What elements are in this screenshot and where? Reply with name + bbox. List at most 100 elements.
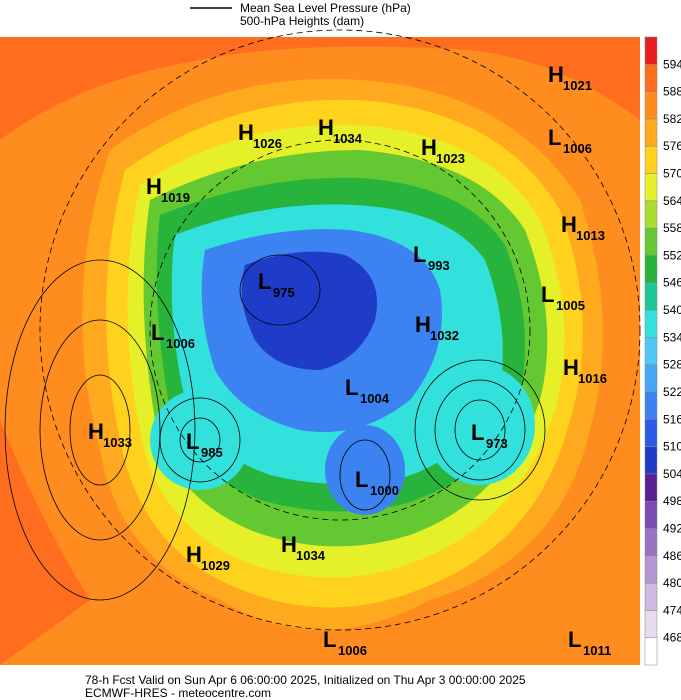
field-540 bbox=[150, 390, 250, 490]
center-pressure: 1016 bbox=[578, 371, 607, 386]
colorbar-label: 492 bbox=[663, 521, 681, 535]
center-pressure: 1000 bbox=[370, 483, 399, 498]
colorbar-box bbox=[644, 91, 658, 120]
center-pressure: 1023 bbox=[436, 151, 465, 166]
colorbar-label: 504 bbox=[663, 467, 681, 481]
center-pressure: 1034 bbox=[333, 131, 363, 146]
graticule bbox=[39, 29, 641, 631]
colorbar-box bbox=[644, 582, 658, 611]
center-letter: H bbox=[415, 312, 431, 337]
colorbar-label: 546 bbox=[663, 276, 681, 290]
center-letter: H bbox=[421, 135, 437, 160]
colorbar-label: 486 bbox=[663, 549, 681, 563]
center-letter: L bbox=[258, 269, 271, 294]
colorbar-label: 480 bbox=[663, 576, 681, 590]
center-pressure: 1033 bbox=[103, 435, 132, 450]
colorbar-box bbox=[644, 36, 658, 65]
isobar bbox=[339, 439, 391, 511]
center-letter: L bbox=[471, 420, 484, 445]
colorbar-box bbox=[644, 528, 658, 557]
field-594 bbox=[0, 420, 90, 665]
isobar bbox=[179, 417, 221, 463]
isobar bbox=[454, 399, 506, 461]
center-letter: L bbox=[323, 627, 336, 652]
center-letter: L bbox=[413, 242, 426, 267]
field-594 bbox=[0, 37, 640, 140]
center-pressure: 1021 bbox=[563, 78, 592, 93]
colorbar-label: 588 bbox=[663, 85, 681, 99]
center-pressure: 973 bbox=[486, 436, 508, 451]
center-letter: H bbox=[548, 62, 564, 87]
colorbar-box bbox=[644, 391, 658, 420]
center-letter: H bbox=[186, 542, 202, 567]
colorbar: 468 474 480 486 492 498 504 510 516 522 528 534 540 5… bbox=[644, 36, 681, 666]
colorbar-box bbox=[644, 419, 658, 447]
center-pressure: 1019 bbox=[161, 190, 190, 205]
colorbar-label: 528 bbox=[663, 358, 681, 372]
colorbar-box bbox=[644, 364, 658, 393]
colorbar-label: 516 bbox=[663, 412, 681, 426]
isobars bbox=[4, 29, 641, 631]
center-pressure: 1026 bbox=[253, 136, 282, 151]
colorbar-box bbox=[644, 446, 658, 475]
center-pressure: 1006 bbox=[166, 336, 195, 351]
center-letter: L bbox=[345, 375, 358, 400]
center-pressure: 1029 bbox=[201, 558, 230, 573]
colorbar-box bbox=[644, 473, 658, 502]
center-letter: H bbox=[563, 355, 579, 380]
center-letter: L bbox=[541, 282, 554, 307]
colorbar-label: 474 bbox=[663, 603, 681, 617]
field-510 bbox=[241, 251, 377, 370]
center-letter: H bbox=[88, 419, 104, 444]
center-pressure: 1013 bbox=[576, 228, 605, 243]
center-pressure: 985 bbox=[201, 445, 223, 460]
footer-source: ECMWF-HRES - meteocentre.com bbox=[85, 686, 271, 700]
isobar bbox=[69, 374, 131, 486]
colorbar-label: 552 bbox=[663, 248, 681, 262]
colorbar-box bbox=[644, 282, 658, 311]
colorbar-label: 564 bbox=[663, 194, 681, 208]
colorbar-box bbox=[644, 118, 658, 147]
colorbar-label: 570 bbox=[663, 167, 681, 181]
graticule bbox=[149, 139, 531, 521]
center-letter: L bbox=[355, 467, 368, 492]
isobar bbox=[414, 359, 546, 501]
center-pressure: 1006 bbox=[563, 141, 592, 156]
center-pressure: 1011 bbox=[583, 643, 611, 658]
field-540 bbox=[425, 365, 535, 485]
colorbar-box bbox=[644, 255, 658, 283]
center-letter: L bbox=[548, 125, 561, 150]
isobar bbox=[434, 379, 526, 481]
center-letter: H bbox=[146, 174, 162, 199]
center-pressure: 993 bbox=[428, 258, 450, 273]
center-pressure: 1005 bbox=[556, 298, 585, 313]
colorbar-box bbox=[644, 500, 658, 529]
center-pressure: 1034 bbox=[296, 548, 326, 563]
center-letter: L bbox=[151, 320, 164, 345]
center-pressure: 1006 bbox=[338, 643, 367, 658]
center-pressure: 1032 bbox=[430, 328, 459, 343]
center-letter: L bbox=[568, 627, 581, 652]
colorbar-label: 540 bbox=[663, 303, 681, 317]
colorbar-box bbox=[644, 173, 658, 202]
colorbar-label: 522 bbox=[663, 385, 681, 399]
colorbar-box bbox=[644, 145, 658, 174]
colorbar-label: 582 bbox=[663, 112, 681, 126]
colorbar-box bbox=[644, 64, 658, 92]
isobar bbox=[239, 254, 321, 326]
colorbar-label: 498 bbox=[663, 494, 681, 508]
colorbar-box bbox=[644, 309, 658, 338]
isobar bbox=[4, 259, 196, 601]
center-letter: H bbox=[281, 532, 297, 557]
colorbar-box bbox=[644, 637, 658, 666]
center-letter: L bbox=[186, 429, 199, 454]
colorbar-label: 468 bbox=[663, 631, 681, 645]
colorbar-label: 576 bbox=[663, 139, 681, 153]
center-pressure: 1004 bbox=[360, 391, 390, 406]
field-522 bbox=[325, 425, 405, 515]
colorbar-box bbox=[644, 610, 658, 638]
colorbar-box bbox=[644, 200, 658, 229]
center-letter: H bbox=[318, 115, 334, 140]
map-field bbox=[0, 37, 640, 665]
